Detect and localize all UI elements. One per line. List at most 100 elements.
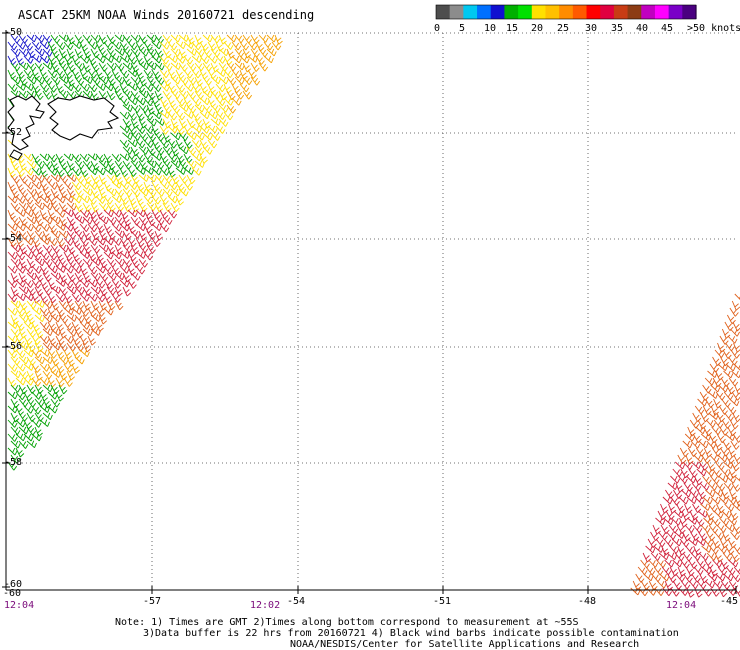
wind-barb	[655, 538, 666, 548]
wind-barb	[167, 181, 178, 190]
wind-barb	[15, 391, 26, 401]
wind-barb	[682, 552, 693, 562]
wind-barb	[159, 41, 170, 50]
wind-barb	[186, 118, 196, 129]
wind-barb	[47, 181, 58, 190]
wind-barb	[138, 216, 149, 226]
wind-barb	[26, 216, 37, 225]
wind-barb	[79, 181, 90, 190]
wind-barb	[42, 412, 53, 421]
wind-barb	[162, 174, 173, 184]
wind-barb	[178, 118, 188, 129]
legend-swatch	[518, 5, 533, 19]
wind-barb	[23, 209, 34, 218]
wind-barb	[724, 524, 735, 533]
wind-barb	[151, 41, 162, 50]
wind-barb	[135, 111, 145, 121]
lon-label: -45	[720, 596, 739, 607]
wind-barb	[729, 398, 740, 407]
wind-barb	[42, 328, 53, 336]
wind-barb	[15, 377, 26, 386]
wind-barb	[31, 223, 42, 233]
wind-barb	[103, 265, 114, 275]
wind-barb	[7, 321, 18, 329]
wind-barb	[713, 419, 724, 429]
wind-barb	[50, 188, 60, 199]
wind-barb	[111, 293, 121, 303]
wind-barb	[7, 41, 18, 51]
wind-barb	[119, 153, 130, 161]
wind-barb	[722, 552, 733, 562]
wind-barb	[721, 419, 731, 429]
wind-barb	[47, 265, 58, 274]
wind-barb	[721, 510, 732, 519]
wind-barb	[15, 209, 26, 217]
wind-barb	[58, 314, 69, 324]
wind-barb	[191, 83, 201, 93]
wind-barb	[146, 34, 157, 43]
legend-swatch	[449, 5, 464, 19]
wind-barb	[146, 118, 157, 127]
wind-barb	[79, 237, 89, 247]
legend-swatch	[436, 5, 451, 19]
wind-barb	[734, 293, 740, 300]
wind-barb	[119, 195, 129, 205]
wind-barb	[167, 195, 178, 204]
wind-barb	[106, 272, 117, 281]
wind-barb	[122, 188, 133, 198]
wind-barb	[186, 132, 197, 141]
wind-barb	[154, 132, 165, 142]
wind-barb	[231, 55, 242, 64]
wind-barb	[10, 174, 20, 184]
wind-barb	[674, 552, 685, 562]
legend-label: 25	[557, 23, 569, 34]
wind-barb	[50, 62, 60, 73]
wind-barb	[715, 391, 726, 401]
wind-barb	[656, 580, 667, 589]
wind-barb	[127, 279, 137, 289]
wind-barb	[106, 202, 116, 212]
wind-barb	[15, 433, 26, 442]
wind-barb	[119, 125, 130, 134]
wind-barb	[183, 41, 194, 49]
wind-barb	[678, 496, 689, 505]
wind-barb	[63, 307, 74, 316]
wind-barb	[678, 475, 688, 484]
wind-barb	[111, 195, 122, 204]
wind-barb	[23, 69, 34, 79]
wind-barb	[50, 244, 60, 254]
legend-swatch	[600, 5, 615, 19]
wind-barb	[103, 307, 114, 316]
wind-barb	[159, 181, 170, 190]
wind-barb	[82, 76, 93, 84]
wind-barb	[18, 314, 29, 323]
wind-barb	[658, 531, 668, 541]
wind-barb	[671, 517, 682, 526]
wind-barb	[90, 286, 101, 295]
wind-barb	[103, 69, 113, 79]
wind-barb	[119, 265, 130, 274]
wind-barb	[15, 265, 26, 274]
wind-barb	[63, 251, 73, 262]
wind-barb	[207, 125, 218, 134]
wind-barb	[39, 181, 49, 191]
wind-barb	[95, 55, 106, 64]
wind-barb	[26, 440, 37, 449]
east-falkland-outline	[47, 95, 120, 141]
wind-barb	[34, 244, 44, 255]
wind-barb	[95, 293, 106, 303]
wind-barb	[26, 300, 37, 309]
wind-barb	[7, 447, 18, 456]
wind-barb	[726, 405, 737, 415]
wind-barb	[723, 482, 734, 491]
wind-barb	[55, 223, 66, 231]
wind-barb	[114, 286, 123, 297]
wind-barb	[709, 363, 720, 373]
wind-barb	[39, 307, 50, 317]
wind-barb	[207, 41, 217, 51]
wind-barb	[95, 223, 105, 233]
wind-barb	[159, 83, 170, 92]
wind-barb	[722, 531, 731, 542]
wind-barb	[90, 328, 101, 336]
wind-barb	[18, 202, 29, 211]
